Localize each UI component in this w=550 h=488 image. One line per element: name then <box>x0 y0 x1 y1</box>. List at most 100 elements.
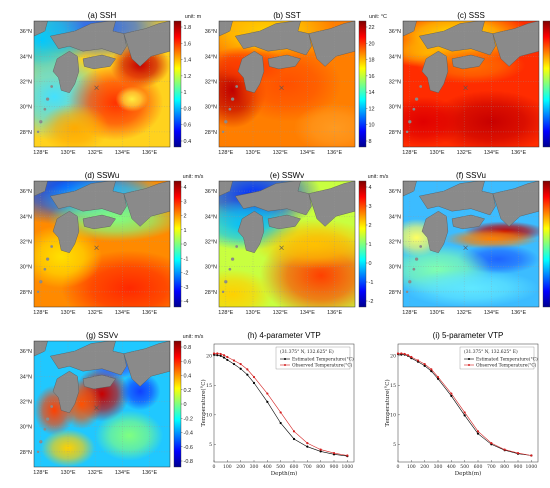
site-marker <box>279 85 284 90</box>
colour-field <box>34 21 170 147</box>
island <box>36 450 40 454</box>
map-frame <box>33 340 171 468</box>
x-tick-label: 800 <box>500 464 509 470</box>
x-tick-label: 400 <box>447 464 456 470</box>
map-panel-sss: (c) SSS 128°E 130°E 132°E 134°E 136°E 28°N 30°N… <box>389 11 550 156</box>
lat-tick-label: 36°N <box>389 189 401 195</box>
lon-tick-label: 136°E <box>142 470 157 476</box>
legend: (31.375° N, 132.625° E) Estimated Tempera… <box>459 346 538 370</box>
x-tick-label: 900 <box>514 464 523 470</box>
colorbar <box>173 20 182 148</box>
land-kyushu <box>421 50 449 94</box>
land-shikoku <box>267 54 301 70</box>
series-observed <box>396 352 533 457</box>
colorbar-tick: 1.8 <box>184 25 192 31</box>
series-line <box>397 353 532 456</box>
island <box>412 107 416 111</box>
land-kii <box>123 341 170 387</box>
panel-title: (f) SSVu <box>456 171 486 180</box>
colorbar-tick: 2 <box>184 214 187 220</box>
location-label: (31.375° N, 132.625° E) <box>464 350 518 355</box>
land-kyushu <box>237 210 265 254</box>
data-point <box>279 421 282 425</box>
island <box>50 245 54 248</box>
legend: (31.375° N, 132.625° E) Estimated Tempera… <box>275 346 354 370</box>
data-point <box>396 352 400 355</box>
data-point <box>430 368 433 371</box>
land-honshu <box>49 21 127 56</box>
x-tick-label: 0 <box>397 464 400 470</box>
island <box>43 107 47 111</box>
map-panel-sswu: (d) SSWu 128°E 130°E 132°E 134°E 136°E 28°N 30°… <box>20 171 204 316</box>
data-point <box>266 400 269 403</box>
colorbar-tick: -2 <box>184 271 189 277</box>
x-tick-label: 600 <box>474 464 483 470</box>
colorbar-tick: 0.4 <box>184 139 192 145</box>
y-tick-label: 10 <box>206 412 212 418</box>
lat-tick-label: 34°N <box>20 214 32 220</box>
lat-tick-label: 30°N <box>20 105 32 111</box>
island <box>405 130 409 134</box>
colorbar-tick: -1 <box>184 256 189 262</box>
data-point <box>476 430 480 433</box>
land-kii <box>123 21 170 67</box>
data-point <box>306 445 309 448</box>
x-tick-label: 700 <box>303 464 312 470</box>
lon-tick-label: 128°E <box>402 150 417 156</box>
lat-tick-label: 32°N <box>205 79 217 85</box>
lat-tick-label: 34°N <box>20 374 32 380</box>
colorbar-tick: 20 <box>369 41 375 47</box>
lon-tick-label: 136°E <box>511 150 526 156</box>
land-honshu <box>234 181 312 216</box>
island <box>45 97 50 101</box>
series-observed <box>212 352 349 457</box>
colorbar <box>358 20 367 148</box>
series-estimated <box>212 353 349 458</box>
colorbar-tick: -0.4 <box>184 431 193 437</box>
data-point <box>232 362 236 366</box>
x-tick-label: 500 <box>276 464 285 470</box>
lon-tick-label: 128°E <box>33 310 48 316</box>
land-shikoku <box>451 54 485 70</box>
x-tick-label: 0 <box>213 464 216 470</box>
colorbar-tick: 18 <box>369 58 375 64</box>
lat-tick-label: 32°N <box>389 79 401 85</box>
lat-tick-label: 36°N <box>20 189 32 195</box>
lat-tick-label: 30°N <box>20 265 32 271</box>
colorbar-tick: 22 <box>369 25 375 31</box>
lon-tick-label: 130°E <box>60 150 75 156</box>
lon-tick-label: 136°E <box>327 310 342 316</box>
panel-title: (c) SSS <box>457 11 485 20</box>
lon-tick-label: 134°E <box>484 150 499 156</box>
lat-tick-label: 30°N <box>205 265 217 271</box>
island <box>221 290 225 294</box>
data-point <box>436 377 440 380</box>
lat-tick-label: 36°N <box>20 349 32 355</box>
colorbar-tick: -0.2 <box>184 416 193 422</box>
data-point <box>246 368 249 371</box>
lat-tick-label: 30°N <box>389 265 401 271</box>
y-tick-label: 5 <box>393 442 396 448</box>
series-line <box>213 354 348 457</box>
data-point <box>212 352 216 355</box>
data-point <box>463 411 466 414</box>
x-tick-label: 900 <box>330 464 339 470</box>
legend-entry: Estimated Temperature(°C) <box>476 358 538 363</box>
data-point <box>319 448 322 451</box>
lat-tick-label: 32°N <box>389 239 401 245</box>
data-point <box>403 352 406 356</box>
y-axis-label: Temperature(°C) <box>384 379 391 426</box>
lon-tick-label: 132°E <box>88 150 103 156</box>
data-point <box>530 454 533 457</box>
y-tick-label: 5 <box>209 442 212 448</box>
x-tick-label: 1000 <box>525 464 537 470</box>
colorbar-tick: 0.6 <box>184 123 192 129</box>
map-grid <box>219 21 355 147</box>
lat-tick-label: 28°N <box>205 130 217 136</box>
island <box>412 267 416 271</box>
colorbar-tick: 10 <box>369 123 375 129</box>
island <box>43 267 47 271</box>
x-axis-label: Depth(m) <box>271 470 297 477</box>
colorbar-tick: -4 <box>184 299 189 305</box>
legend-entry: Observed Temperature(°C) <box>292 364 353 369</box>
